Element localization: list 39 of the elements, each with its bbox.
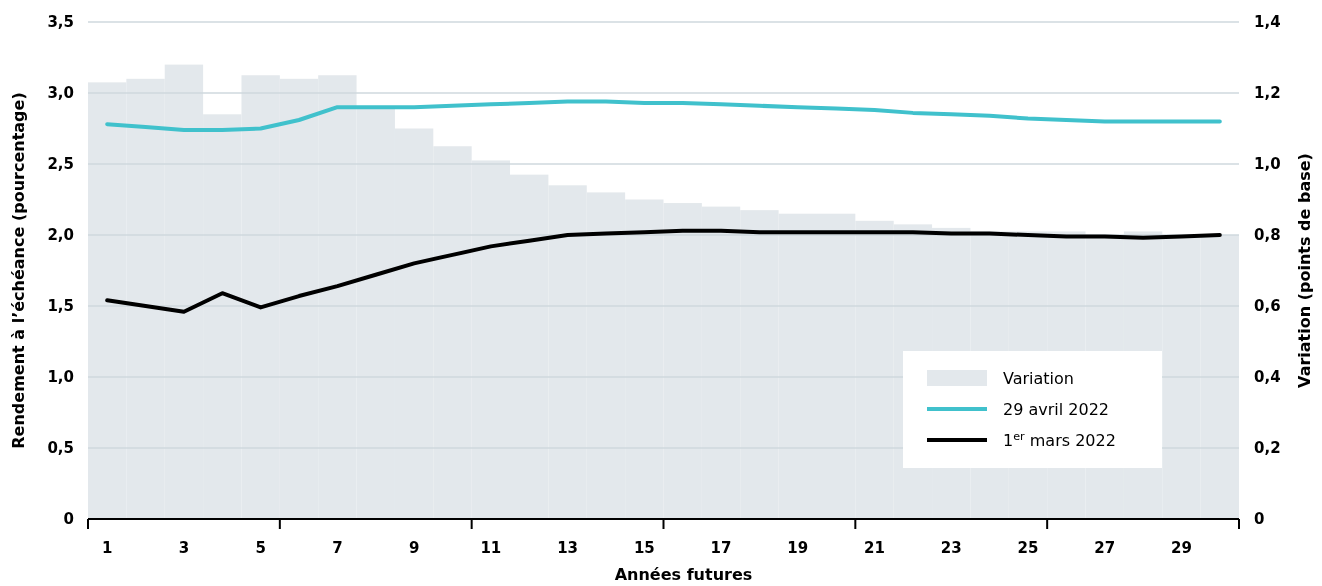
x-tick-label: 23: [940, 539, 962, 557]
x-tick-label: 11: [480, 539, 502, 557]
legend-label: Variation: [1003, 369, 1074, 388]
y-tick-label: 1,5: [47, 297, 74, 315]
y2-tick-label: 0,8: [1254, 226, 1281, 244]
y-tick-label: 2,0: [47, 226, 74, 244]
y2-tick-label: 0,2: [1254, 439, 1281, 457]
x-tick-label: 25: [1017, 539, 1039, 557]
x-tick-label: 13: [557, 539, 579, 557]
y2-tick-label: 0,4: [1254, 368, 1281, 386]
y-tick-label: 1,0: [47, 368, 74, 386]
x-tick-label: 21: [864, 539, 885, 557]
x-tick-label: 3: [178, 539, 190, 557]
legend-label: 1$^{er}$ mars 2022: [1003, 429, 1116, 450]
x-tick-label: 9: [408, 539, 420, 557]
line-series: [105, 228, 1222, 314]
x-axis-title: Années futures: [614, 565, 753, 584]
y-tick-label: 3,0: [47, 84, 74, 102]
y-axis-title: Rendement à l’échéance (pourcentage): [9, 92, 28, 449]
x-tick-label: 5: [255, 539, 266, 557]
y2-tick-label: 1,0: [1254, 155, 1281, 173]
legend-label: 29 avril 2022: [1003, 400, 1109, 419]
line-series: [105, 99, 1222, 132]
y-tick-label: 0: [63, 510, 74, 528]
x-tick-label: 17: [710, 539, 732, 557]
y2-tick-label: 0: [1254, 510, 1265, 528]
x-tick-label: 1: [101, 539, 113, 557]
x-tick-label: 27: [1094, 539, 1116, 557]
x-tick-label: 7: [332, 539, 343, 557]
y-tick-label: 2,5: [47, 155, 74, 173]
y2-tick-label: 0,6: [1254, 297, 1281, 315]
y2-tick-label: 1,2: [1254, 84, 1281, 102]
x-tick-label: 19: [787, 539, 809, 557]
x-tick-label: 29: [1171, 539, 1192, 557]
y-tick-label: 0,5: [47, 439, 74, 457]
x-tick-label: 15: [633, 539, 655, 557]
y2-tick-label: 1,4: [1254, 13, 1281, 31]
y2-axis-title: Variation (points de base): [1295, 153, 1314, 388]
y-tick-label: 3,5: [47, 13, 74, 31]
